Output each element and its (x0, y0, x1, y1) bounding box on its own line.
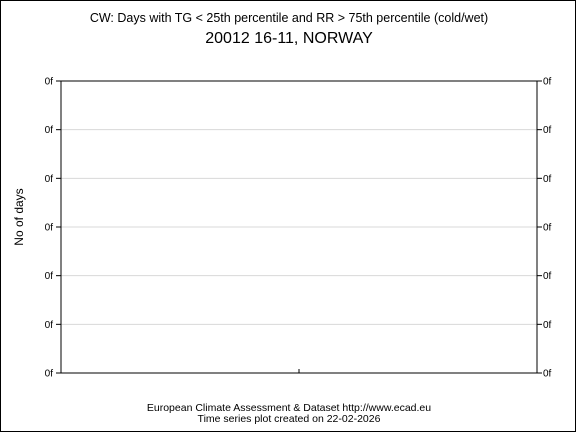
y-tick-labels-right: 0f 0f 0f 0f 0f 0f 0f (543, 77, 552, 380)
y-tick-labels-left: 0f 0f 0f 0f 0f 0f 0f (45, 77, 54, 380)
y-tick-label-right: 0f (543, 369, 552, 380)
y-tick-label-left: 0f (45, 77, 54, 88)
y-tick-label-right: 0f (543, 271, 552, 282)
y-axis-label: No of days (12, 188, 26, 245)
y-tick-label-left: 0f (45, 271, 54, 282)
gridlines (61, 129, 537, 325)
y-tick-label-right: 0f (543, 125, 552, 136)
footer-created: Time series plot created on 22-02-2026 (198, 413, 381, 425)
y-tick-label-left: 0f (45, 369, 54, 380)
y-tick-label-right: 0f (543, 320, 552, 331)
y-tick-label-right: 0f (543, 223, 552, 234)
ticks (56, 80, 542, 374)
y-tick-label-left: 0f (45, 125, 54, 136)
chart-subtitle: 20012 16-11, NORWAY (205, 30, 373, 47)
y-tick-label-left: 0f (45, 320, 54, 331)
y-tick-label-left: 0f (45, 174, 54, 185)
chart-title: CW: Days with TG < 25th percentile and R… (90, 11, 488, 25)
y-tick-label-right: 0f (543, 174, 552, 185)
y-tick-label-right: 0f (543, 77, 552, 88)
y-tick-label-left: 0f (45, 223, 54, 234)
footer-source: European Climate Assessment & Dataset ht… (147, 402, 431, 414)
